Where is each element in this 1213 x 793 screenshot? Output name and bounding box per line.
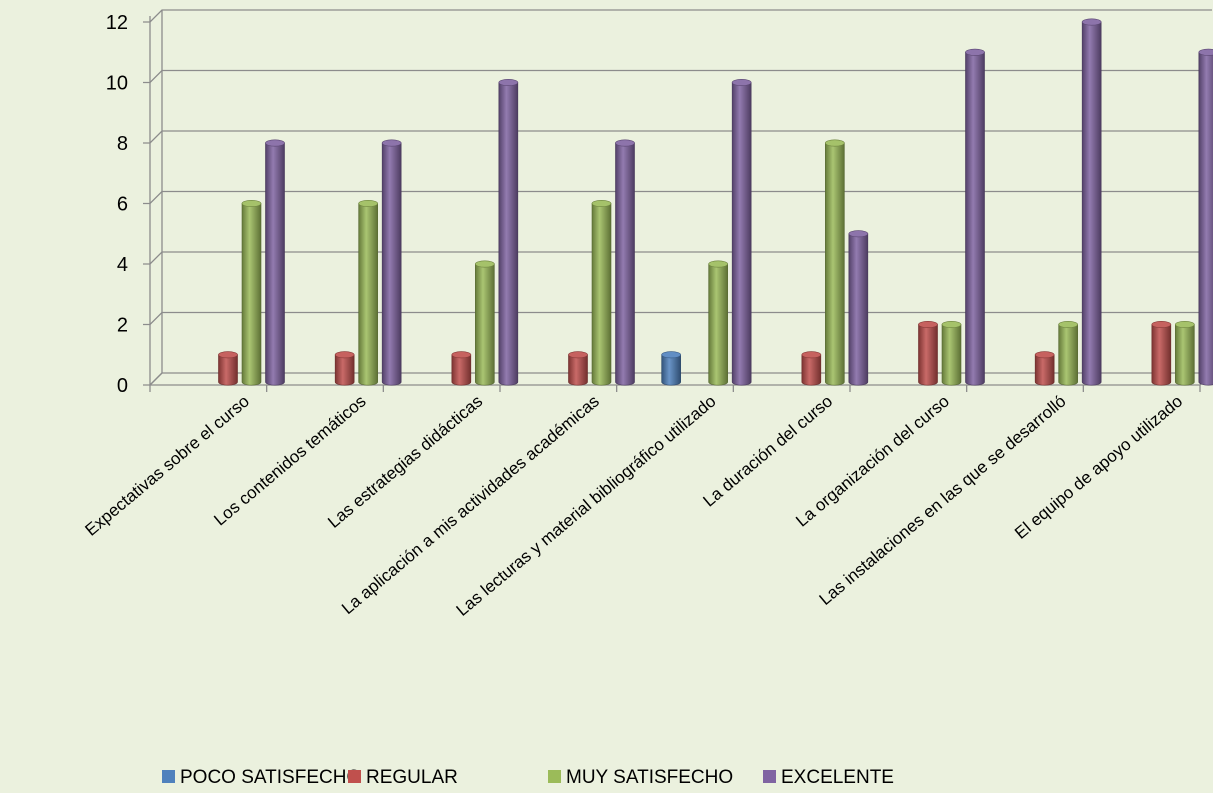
bar [918,320,938,386]
x-tick-label: La duración del curso [700,392,837,511]
legend-swatch [162,770,175,783]
bar [1081,18,1102,386]
legend-label: REGULAR [366,767,458,788]
bar [568,351,588,386]
bar [825,139,845,386]
legend-item: POCO SATISFECHO [162,767,361,788]
y-axis-ticks: 0 2 4 6 8 10 12 [106,12,128,397]
bar [498,79,519,386]
bar [358,200,378,386]
gridline [143,311,1212,326]
legend-label: MUY SATISFECHO [566,767,733,788]
legend-item: MUY SATISFECHO [548,767,733,788]
bars [218,18,1213,386]
bar [1058,320,1078,386]
bar [475,260,495,386]
bar [941,320,962,386]
y-tick-label: 12 [106,12,128,34]
bar [381,139,402,386]
gridline [143,190,1212,205]
bar [801,351,822,386]
legend: POCO SATISFECHO REGULAR MUY SATISFECHO EXCE… [162,767,894,788]
legend-swatch [348,770,361,783]
legend-label: POCO SATISFECHO [180,767,361,788]
bar [615,139,635,386]
y-tick-label: 6 [117,194,128,216]
gridline [143,251,1212,265]
legend-item: EXCELENTE [763,767,894,788]
legend-swatch [548,770,561,783]
bar [241,200,262,386]
x-tick-label: La aplicación a mis actividades académic… [338,392,603,619]
bar [965,48,985,386]
gridline [143,69,1212,84]
bar [1151,320,1172,386]
bar [591,200,612,386]
bar [451,351,472,386]
y-tick-label: 0 [117,375,128,397]
bar [661,351,681,386]
legend-item: REGULAR [348,767,458,788]
x-tick-label: Las instalaciones en las que se desarrol… [816,392,1070,609]
legend-label: EXCELENTE [781,767,894,788]
y-tick-label: 10 [106,73,128,95]
y-tick-label: 8 [117,133,128,155]
bar [334,351,355,386]
y-tick-label: 4 [117,254,128,276]
grid-layer [143,9,1213,386]
bar [265,139,285,386]
gridline [143,372,1212,386]
gridline [143,130,1212,144]
bar [1175,320,1195,386]
y-tick-label: 2 [117,315,128,337]
bar [708,260,728,386]
x-tick-label: Las lecturas y material bibliográfico ut… [453,392,720,620]
legend-swatch [763,770,776,783]
bar [1034,351,1055,386]
bar [218,351,238,386]
bar [848,230,869,386]
bar [1198,48,1213,386]
bar [731,79,752,386]
gridline [143,9,1212,23]
